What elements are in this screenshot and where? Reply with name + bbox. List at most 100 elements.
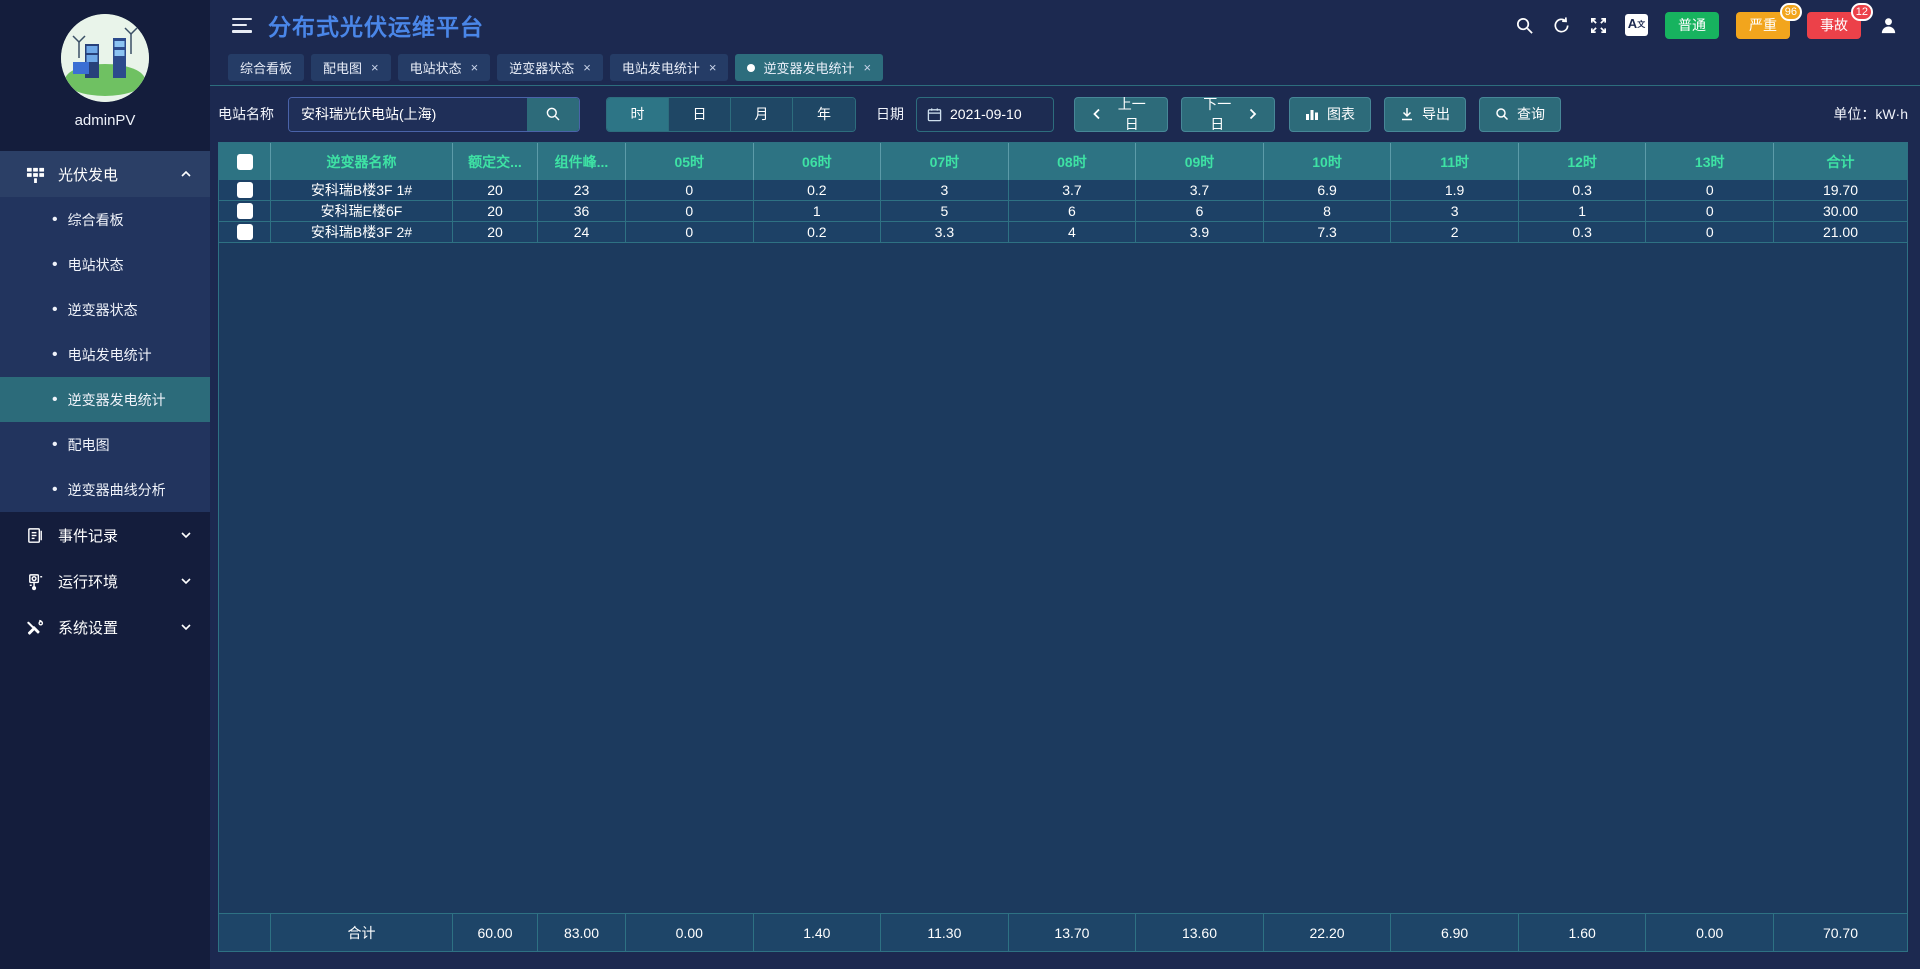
tab-label: 配电图 bbox=[323, 61, 363, 76]
table-cell: 3 bbox=[1391, 201, 1519, 221]
tab-close-icon[interactable]: × bbox=[371, 60, 379, 75]
sidebar-item-电站状态[interactable]: • 电站状态 bbox=[0, 242, 210, 287]
table-cell: 3.7 bbox=[1136, 180, 1264, 200]
sidebar-group-settings[interactable]: 系统设置 bbox=[0, 604, 210, 650]
footer-total-cell: 0.00 bbox=[626, 914, 754, 951]
table-cell: 6 bbox=[1136, 201, 1264, 221]
next-day-button[interactable]: 下一日 bbox=[1181, 96, 1275, 132]
sidebar-item-label: 电站状态 bbox=[67, 256, 124, 273]
column-header: 12时 bbox=[1519, 143, 1647, 180]
tab-label: 综合看板 bbox=[240, 61, 293, 76]
sidebar-item-label: 逆变器发电统计 bbox=[67, 391, 166, 408]
table-cell: 2 bbox=[1391, 222, 1519, 242]
tab-综合看板[interactable]: 综合看板 bbox=[228, 54, 305, 81]
chevron-left-icon bbox=[1093, 108, 1100, 120]
sidebar-item-逆变器曲线分析[interactable]: • 逆变器曲线分析 bbox=[0, 467, 210, 512]
sidebar-item-配电图[interactable]: • 配电图 bbox=[0, 422, 210, 467]
sidebar-group-pv-generation[interactable]: 光伏发电 bbox=[0, 151, 210, 197]
sidebar-item-电站发电统计[interactable]: • 电站发电统计 bbox=[0, 332, 210, 377]
station-search-button[interactable] bbox=[527, 97, 579, 131]
unit-label: 单位：kW·h bbox=[1833, 106, 1908, 122]
sidebar-item-逆变器发电统计[interactable]: • 逆变器发电统计 bbox=[0, 377, 210, 422]
period-年[interactable]: 年 bbox=[793, 97, 855, 131]
status-badge-accident[interactable]: 事故 12 bbox=[1807, 2, 1873, 39]
tab-逆变器状态[interactable]: 逆变器状态 × bbox=[497, 54, 603, 81]
inverter-name-cell: 安科瑞B楼3F 1# bbox=[271, 180, 453, 200]
sidebar-group-label: 事件记录 bbox=[58, 527, 119, 545]
table-cell: 0 bbox=[1646, 222, 1774, 242]
period-月[interactable]: 月 bbox=[731, 97, 793, 131]
chart-button[interactable]: 图表 bbox=[1289, 96, 1371, 132]
row-checkbox[interactable] bbox=[236, 224, 253, 240]
row-checkbox-cell bbox=[219, 180, 271, 200]
tab-bar: 综合看板 配电图 × 电站状态 × 逆变器状态 × 电站发电统计 × 逆变器发电统计 × bbox=[210, 50, 1920, 86]
download-icon bbox=[1402, 108, 1412, 121]
row-checkbox[interactable] bbox=[236, 182, 253, 198]
period-时[interactable]: 时 bbox=[607, 97, 669, 131]
table-cell: 1 bbox=[754, 201, 882, 221]
table-header-row: 逆变器名称 额定交... 组件峰... 05时 06时 07时 08时 09时 10时 11时 12… bbox=[219, 143, 1907, 180]
date-picker[interactable]: 2021-09-10 bbox=[916, 96, 1054, 132]
app-logo bbox=[61, 14, 149, 102]
row-checkbox-cell bbox=[219, 201, 271, 221]
prev-day-button[interactable]: 上一日 bbox=[1074, 96, 1168, 132]
sidebar-item-label: 配电图 bbox=[67, 436, 110, 453]
table-cell: 20 bbox=[453, 201, 538, 221]
sidebar-submenu: • 综合看板 • 电站状态 • 逆变器状态 • 电站发电统计 • 逆变器发电统计 • 配电图 • 逆变器曲… bbox=[0, 197, 210, 512]
calendar-icon bbox=[927, 107, 942, 121]
sidebar-group-environment[interactable]: 运行环境 bbox=[0, 558, 210, 604]
tab-close-icon[interactable]: × bbox=[863, 60, 872, 75]
sidebar-item-label: 综合看板 bbox=[67, 211, 124, 228]
period-日[interactable]: 日 bbox=[669, 97, 731, 131]
row-checkbox[interactable] bbox=[236, 203, 253, 219]
footer-total-cell: 83.00 bbox=[538, 914, 626, 951]
footer-total-cell: 1.60 bbox=[1519, 914, 1647, 951]
export-button[interactable]: 导出 bbox=[1384, 96, 1466, 132]
table-cell: 20 bbox=[453, 180, 538, 200]
table-body: 安科瑞B楼3F 1# 20 23 0 0.2 3 3.7 3.7 6.9 1.9 0.3 0 19.70… bbox=[219, 180, 1907, 243]
header-checkbox-cell bbox=[219, 143, 271, 180]
table-cell: 0 bbox=[1646, 180, 1774, 200]
tab-close-icon[interactable]: × bbox=[708, 60, 717, 75]
table-cell: 6.9 bbox=[1264, 180, 1392, 200]
sidebar: adminPV 光伏发电 • 综合看板 • 电站状态 • 逆变器状态 • 电站发电统计 • 逆变器… bbox=[0, 0, 210, 969]
select-all-checkbox[interactable] bbox=[236, 153, 253, 170]
user-icon[interactable] bbox=[1878, 15, 1898, 35]
sidebar-group-event-log[interactable]: 事件记录 bbox=[0, 512, 210, 558]
station-name-input[interactable] bbox=[289, 97, 527, 131]
tab-电站状态[interactable]: 电站状态 × bbox=[397, 54, 491, 81]
table-cell: 3 bbox=[881, 180, 1009, 200]
column-header: 13时 bbox=[1646, 143, 1774, 180]
refresh-icon[interactable] bbox=[1551, 15, 1571, 35]
tab-配电图[interactable]: 配电图 × bbox=[311, 54, 391, 81]
query-button[interactable]: 查询 bbox=[1479, 96, 1561, 132]
sidebar-item-综合看板[interactable]: • 综合看板 bbox=[0, 197, 210, 242]
column-header: 10时 bbox=[1264, 143, 1392, 180]
chevron-down-icon bbox=[181, 578, 191, 585]
tab-close-icon[interactable]: × bbox=[470, 60, 479, 75]
tab-close-icon[interactable]: × bbox=[583, 60, 591, 75]
table-cell: 36 bbox=[538, 201, 626, 221]
search-icon[interactable] bbox=[1514, 15, 1534, 35]
chevron-down-icon bbox=[181, 532, 191, 539]
bullet-icon: • bbox=[52, 210, 58, 228]
table-row: 安科瑞B楼3F 1# 20 23 0 0.2 3 3.7 3.7 6.9 1.9 0.3 0 19.70 bbox=[219, 180, 1907, 201]
solar-grid-icon bbox=[26, 167, 45, 183]
station-search-combo bbox=[288, 96, 580, 132]
tab-电站发电统计[interactable]: 电站发电统计 × bbox=[609, 54, 729, 81]
fullscreen-icon[interactable] bbox=[1588, 15, 1608, 35]
status-badge-normal[interactable]: 普通 bbox=[1665, 11, 1719, 39]
inverter-name-cell: 安科瑞E楼6F bbox=[271, 201, 453, 221]
table-cell: 24 bbox=[538, 222, 626, 242]
footer-total-cell: 1.40 bbox=[754, 914, 882, 951]
table-cell: 21.00 bbox=[1822, 224, 1859, 240]
status-badge-severe[interactable]: 严重 96 bbox=[1736, 2, 1802, 39]
table-cell: 0 bbox=[626, 222, 754, 242]
tab-逆变器发电统计[interactable]: 逆变器发电统计 × bbox=[735, 54, 884, 81]
menu-toggle-icon[interactable] bbox=[232, 17, 252, 33]
sidebar-item-逆变器状态[interactable]: • 逆变器状态 bbox=[0, 287, 210, 332]
